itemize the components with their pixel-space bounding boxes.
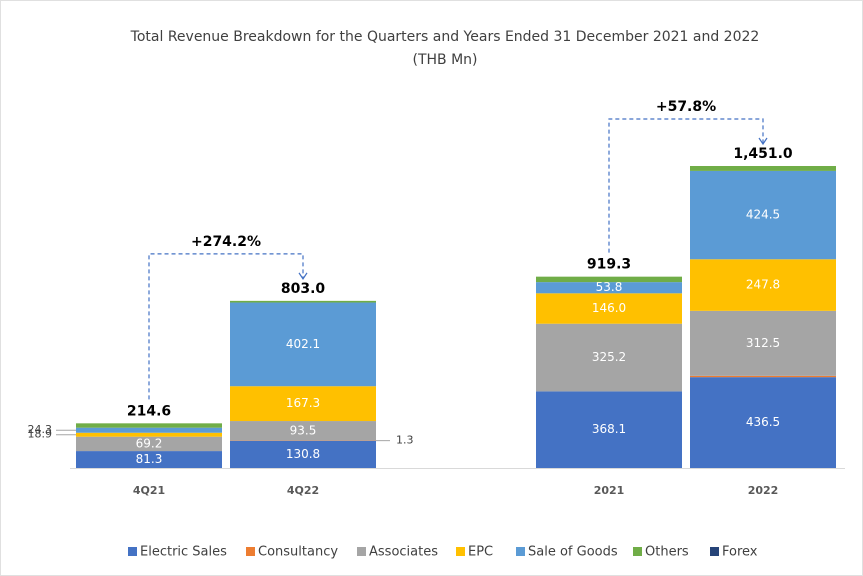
- data-label: 18.9: [28, 428, 53, 441]
- bar-segment: [690, 375, 836, 378]
- data-label: 69.2: [136, 436, 163, 450]
- x-tick-label: 4Q21: [133, 484, 165, 497]
- legend-swatch: [633, 547, 642, 556]
- total-label: 1,451.0: [733, 146, 793, 162]
- bar-segment: [76, 432, 222, 437]
- data-label: 53.8: [596, 280, 623, 294]
- legend-label: EPC: [468, 545, 493, 560]
- legend-swatch: [710, 547, 719, 556]
- bar-segment: [690, 259, 836, 311]
- x-tick-label: 4Q22: [287, 484, 319, 497]
- data-label: 167.3: [286, 396, 320, 410]
- bar-segment: [690, 310, 836, 376]
- bar-segment: [536, 282, 682, 294]
- data-label: 146.0: [592, 301, 626, 315]
- growth-label: +274.2%: [191, 234, 261, 250]
- growth-arrow: [608, 118, 764, 253]
- bar-segment: [536, 293, 682, 324]
- legend-swatch: [516, 547, 525, 556]
- legend-label: Forex: [722, 545, 758, 560]
- bar-segment: [76, 427, 222, 433]
- arrow-head: [758, 137, 768, 146]
- growth-arrow: [148, 253, 304, 400]
- total-label: 919.3: [587, 257, 631, 273]
- bar-segment: [230, 302, 376, 387]
- bar-segment: [690, 166, 836, 171]
- bar-segment: [536, 276, 682, 283]
- data-label: 312.5: [746, 336, 780, 350]
- data-label: 325.2: [592, 350, 626, 364]
- legend-swatch: [357, 547, 366, 556]
- legend-label: Sale of Goods: [528, 545, 618, 560]
- x-tick-label: 2021: [594, 484, 625, 497]
- data-label: 1.3: [396, 434, 414, 447]
- bar-segment: [76, 451, 222, 468]
- legend-label: Consultancy: [258, 545, 338, 560]
- data-label: 24.3: [28, 423, 53, 436]
- bar-segment: [230, 386, 376, 422]
- bar-segment: [230, 421, 376, 441]
- data-label: 424.5: [746, 208, 780, 222]
- legend-swatch: [456, 547, 465, 556]
- bar-segment: [690, 170, 836, 260]
- legend-swatch: [246, 547, 255, 556]
- data-label: 130.8: [286, 447, 320, 461]
- legend-label: Electric Sales: [140, 545, 227, 560]
- bar-segment: [76, 423, 222, 428]
- data-label: 402.1: [286, 337, 320, 351]
- data-label: 247.8: [746, 278, 780, 292]
- bar-segment: [230, 300, 376, 303]
- chart-title: Total Revenue Breakdown for the Quarters…: [130, 29, 760, 45]
- data-label: 93.5: [290, 423, 317, 437]
- legend-label: Associates: [369, 545, 438, 560]
- growth-label: +57.8%: [656, 99, 716, 115]
- bar-segment: [230, 440, 376, 468]
- total-label: 214.6: [127, 403, 171, 419]
- bar-segment: [690, 377, 836, 468]
- arrow-head: [298, 272, 308, 280]
- chart-subtitle: (THB Mn): [412, 52, 477, 68]
- total-label: 803.0: [281, 281, 326, 297]
- bar-segment: [536, 391, 682, 468]
- x-tick-label: 2022: [748, 484, 779, 497]
- data-label: 368.1: [592, 422, 626, 436]
- bar-segment: [76, 436, 222, 452]
- data-label: 436.5: [746, 415, 780, 429]
- legend-label: Others: [645, 545, 689, 560]
- bar-segment: [536, 323, 682, 392]
- legend-swatch: [128, 547, 137, 556]
- data-label: 81.3: [136, 452, 163, 466]
